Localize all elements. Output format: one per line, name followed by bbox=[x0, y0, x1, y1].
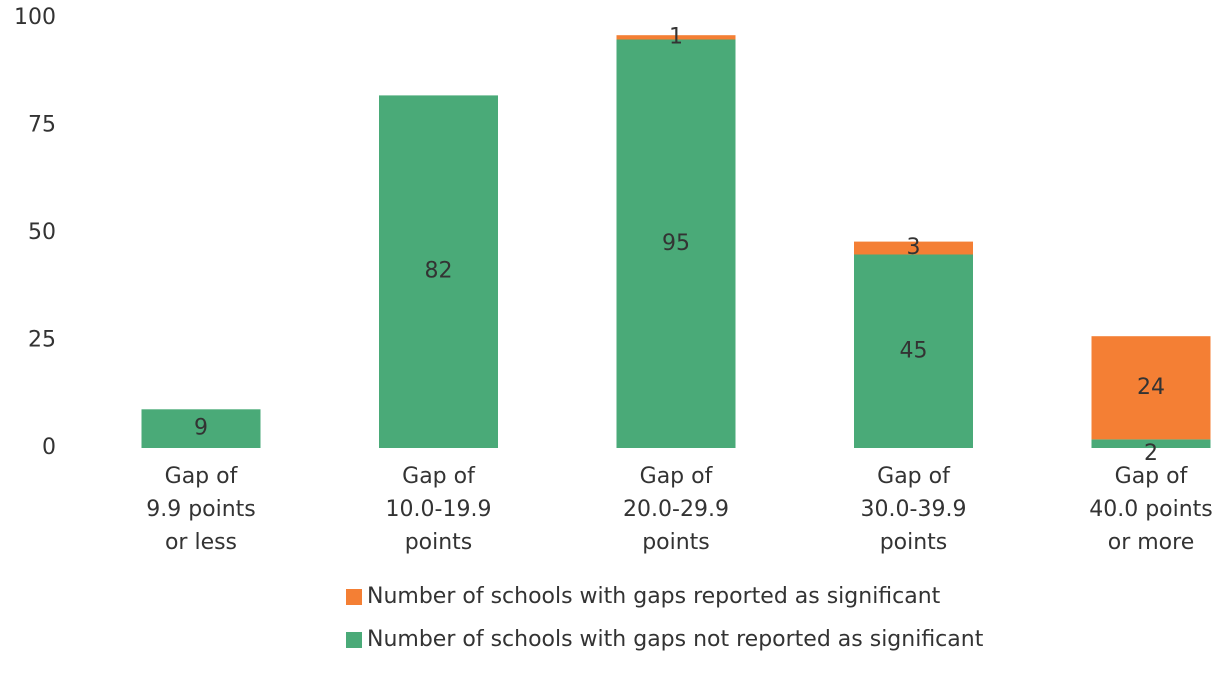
y-axis: 0 25 50 75 100 bbox=[14, 5, 56, 460]
bar-segment-significant bbox=[854, 241, 973, 255]
x-category-label: Gap of 30.0-39.9 points bbox=[861, 464, 967, 555]
legend-swatch bbox=[346, 632, 362, 648]
bar-series bbox=[141, 35, 1211, 449]
legend-label: Number of schools with gaps not reported… bbox=[367, 627, 984, 652]
bar-segment-not-significant bbox=[1091, 439, 1211, 448]
x-category-label: Gap of 20.0-29.9 points bbox=[623, 464, 729, 555]
y-tick-label: 50 bbox=[28, 220, 56, 245]
data-label: 2 bbox=[1144, 441, 1158, 466]
x-axis: Gap of 9.9 points or less Gap of 10.0-19.9 po… bbox=[146, 464, 1213, 555]
y-tick-label: 75 bbox=[28, 113, 56, 138]
data-labels: 9 82 95 1 45 3 2 24 bbox=[194, 24, 1165, 466]
data-label: 82 bbox=[425, 259, 453, 284]
y-tick-label: 0 bbox=[42, 435, 56, 460]
x-category-label: Gap of 9.9 points or less bbox=[146, 464, 256, 555]
bar-segment-significant bbox=[1091, 336, 1211, 440]
data-label: 1 bbox=[669, 24, 683, 49]
data-label: 95 bbox=[662, 231, 690, 256]
bar-segment-not-significant bbox=[141, 409, 261, 448]
y-tick-label: 25 bbox=[28, 328, 56, 353]
x-category-label: Gap of 40.0 points or more bbox=[1089, 464, 1213, 555]
y-tick-label: 100 bbox=[14, 5, 56, 30]
legend-swatch bbox=[346, 589, 362, 605]
legend: Number of schools with gaps reported as … bbox=[346, 584, 984, 652]
bar-segment-not-significant bbox=[616, 39, 736, 448]
bar-segment-not-significant bbox=[854, 254, 973, 448]
bar-segment-not-significant bbox=[379, 95, 498, 449]
bar-segment-significant bbox=[616, 35, 736, 40]
data-label: 45 bbox=[900, 338, 928, 363]
data-label: 24 bbox=[1137, 375, 1165, 400]
data-label: 3 bbox=[907, 235, 921, 260]
legend-label: Number of schools with gaps reported as … bbox=[367, 584, 941, 609]
x-category-label: Gap of 10.0-19.9 points bbox=[386, 464, 492, 555]
data-label: 9 bbox=[194, 416, 208, 441]
